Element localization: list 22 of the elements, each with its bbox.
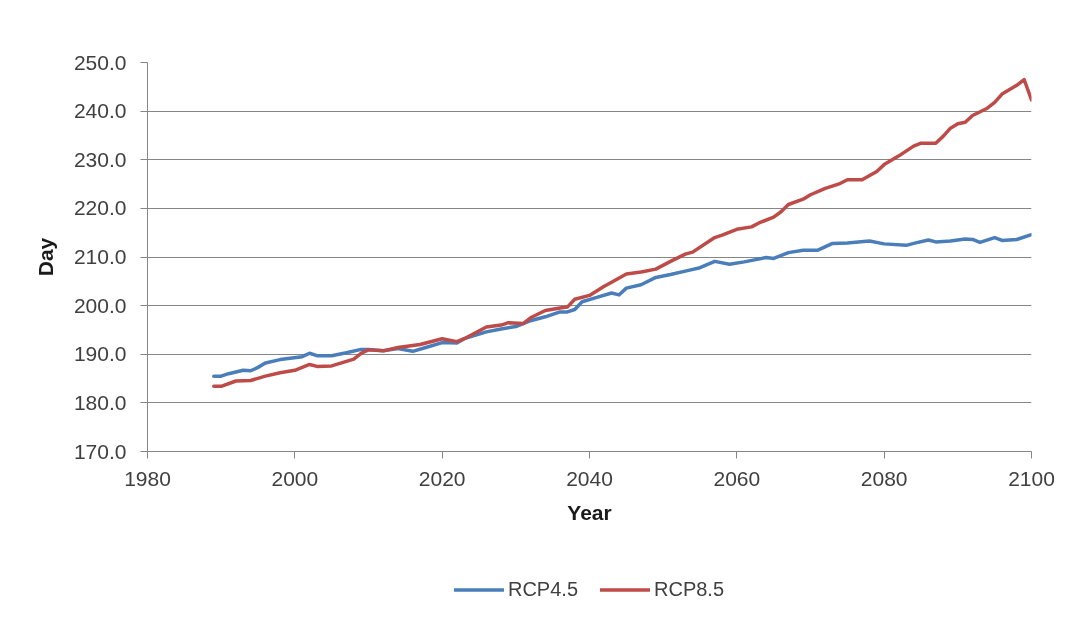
x-tick-label: 2000: [271, 466, 319, 490]
x-tick-label: 2020: [418, 466, 466, 490]
line-series: [212, 232, 1032, 378]
y-tick-label: 210.0: [73, 245, 127, 268]
y-tick-label: 180.0: [73, 390, 127, 414]
y-tick-label: 240.0: [73, 99, 127, 123]
x-tick-label: 2040: [566, 466, 613, 490]
y-tick-label: 200.0: [73, 293, 127, 317]
y-tick-label: 220.0: [73, 196, 127, 220]
legend-label: RCP4.5: [507, 577, 578, 601]
line-series: [212, 77, 1032, 389]
y-tick-label: 250.0: [73, 50, 127, 74]
x-tick-label: 1980: [124, 466, 171, 490]
x-tick-label: 2080: [860, 466, 908, 490]
y-tick-label: 190.0: [73, 342, 127, 366]
x-axis-title: Year: [567, 500, 612, 524]
y-tick-label: 230.0: [73, 147, 127, 171]
x-tick-label: 2060: [713, 466, 761, 490]
y-tick-label: 170.0: [73, 439, 127, 463]
x-tick-label: 2100: [1008, 466, 1055, 490]
y-axis-title: Day: [33, 237, 57, 277]
legend-label: RCP8.5: [654, 577, 725, 601]
